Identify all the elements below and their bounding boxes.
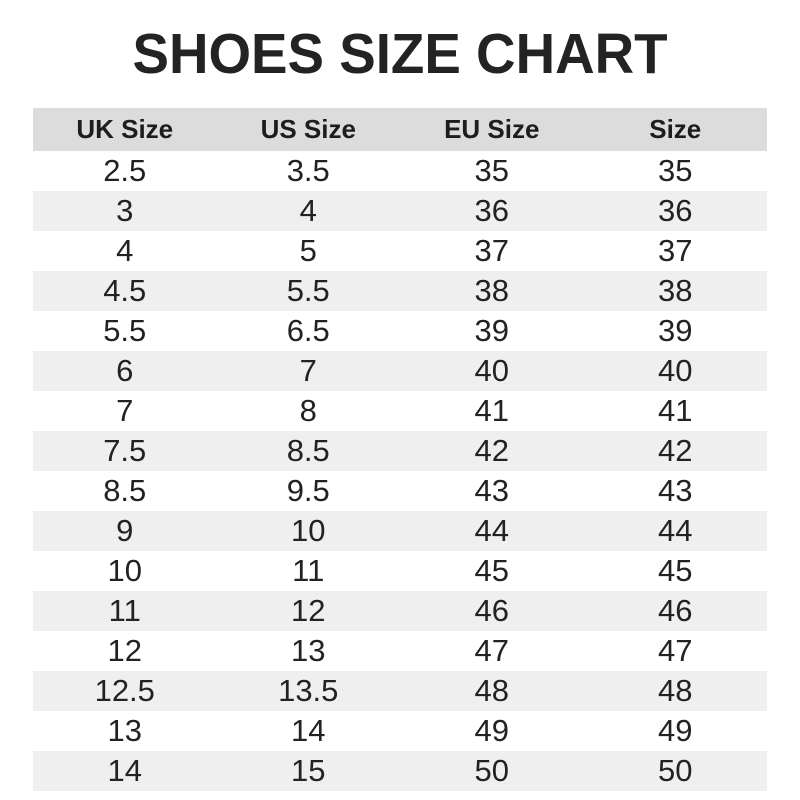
size-cell: 4 <box>116 233 134 268</box>
column-header-size: Size <box>583 108 767 151</box>
size-cell: 4.5 <box>103 273 147 308</box>
table-row: 7 8 41 41 <box>33 391 767 431</box>
page-title: SHOES SIZE CHART <box>132 22 668 86</box>
size-cell: 45 <box>474 553 509 588</box>
size-cell: 39 <box>658 313 693 348</box>
table-row: 13 14 49 49 <box>33 711 767 751</box>
size-cell: 5 <box>299 233 317 268</box>
table-row: 5.5 6.5 39 39 <box>33 311 767 351</box>
size-cell: 3.5 <box>286 153 330 188</box>
table-row: 10 11 45 45 <box>33 551 767 591</box>
size-cell: 36 <box>658 193 693 228</box>
size-cell: 12 <box>107 633 142 668</box>
size-cell: 35 <box>474 153 509 188</box>
size-cell: 41 <box>474 393 509 428</box>
size-cell: 7 <box>299 353 317 388</box>
size-cell: 15 <box>291 753 326 788</box>
size-cell: 14 <box>107 753 142 788</box>
size-cell: 13 <box>291 633 326 668</box>
table-row: 7.5 8.5 42 42 <box>33 431 767 471</box>
size-cell: 50 <box>658 753 693 788</box>
table-row: 6 7 40 40 <box>33 351 767 391</box>
size-cell: 40 <box>474 353 509 388</box>
size-cell: 5.5 <box>286 273 330 308</box>
size-cell: 11 <box>292 553 325 588</box>
size-cell: 8.5 <box>286 433 330 468</box>
size-cell: 12 <box>291 593 326 628</box>
size-cell: 37 <box>474 233 509 268</box>
size-cell: 43 <box>474 473 509 508</box>
table-header-row: UK Size US Size EU Size Size <box>33 108 767 151</box>
size-cell: 47 <box>474 633 509 668</box>
size-chart-table: UK Size US Size EU Size Size 2.5 3.5 35 35 3… <box>33 108 767 791</box>
size-cell: 35 <box>658 153 693 188</box>
size-cell: 41 <box>658 393 693 428</box>
size-cell: 39 <box>474 313 509 348</box>
size-cell: 44 <box>658 513 693 548</box>
table-row: 14 15 50 50 <box>33 751 767 791</box>
column-header-eu-size: EU Size <box>400 108 584 151</box>
size-cell: 10 <box>291 513 326 548</box>
table-row: 11 12 46 46 <box>33 591 767 631</box>
size-cell: 9.5 <box>286 473 330 508</box>
table-row: 8.5 9.5 43 43 <box>33 471 767 511</box>
size-cell: 49 <box>658 713 693 748</box>
table-row: 3 4 36 36 <box>33 191 767 231</box>
size-cell: 45 <box>658 553 693 588</box>
table-row: 12 13 47 47 <box>33 631 767 671</box>
size-cell: 7.5 <box>103 433 147 468</box>
size-cell: 3 <box>116 193 134 228</box>
size-cell: 46 <box>474 593 509 628</box>
size-cell: 44 <box>474 513 509 548</box>
table-header: UK Size US Size EU Size Size <box>33 108 767 151</box>
size-cell: 43 <box>658 473 693 508</box>
size-cell: 13 <box>107 713 142 748</box>
size-cell: 48 <box>658 673 693 708</box>
size-cell: 38 <box>658 273 693 308</box>
table-row: 2.5 3.5 35 35 <box>33 151 767 191</box>
size-cell: 4 <box>299 193 317 228</box>
size-table-body: 2.5 3.5 35 35 3 4 36 36 4 5 37 37 4.5 5.5 38 38 5.5 6.5 39… <box>33 151 767 791</box>
size-cell: 8.5 <box>103 473 147 508</box>
column-header-us-size: US Size <box>216 108 400 151</box>
size-cell: 40 <box>658 353 693 388</box>
table-row: 4.5 5.5 38 38 <box>33 271 767 311</box>
column-header-uk-size: UK Size <box>33 108 217 151</box>
size-cell: 8 <box>299 393 317 428</box>
size-cell: 5.5 <box>103 313 147 348</box>
size-cell: 37 <box>658 233 693 268</box>
table-row: 4 5 37 37 <box>33 231 767 271</box>
table-row: 12.5 13.5 48 48 <box>33 671 767 711</box>
size-cell: 6 <box>116 353 134 388</box>
size-cell: 49 <box>474 713 509 748</box>
size-cell: 47 <box>658 633 693 668</box>
size-cell: 7 <box>116 393 134 428</box>
size-cell: 36 <box>474 193 509 228</box>
size-cell: 14 <box>291 713 326 748</box>
size-cell: 11 <box>108 593 141 628</box>
size-cell: 9 <box>116 513 134 548</box>
table-row: 9 10 44 44 <box>33 511 767 551</box>
size-cell: 38 <box>474 273 509 308</box>
size-cell: 48 <box>474 673 509 708</box>
size-cell: 10 <box>107 553 142 588</box>
size-cell: 42 <box>474 433 509 468</box>
size-cell: 13.5 <box>278 673 339 708</box>
size-cell: 12.5 <box>94 673 155 708</box>
size-cell: 42 <box>658 433 693 468</box>
size-cell: 46 <box>658 593 693 628</box>
size-cell: 6.5 <box>286 313 330 348</box>
size-cell: 2.5 <box>103 153 147 188</box>
size-cell: 50 <box>474 753 509 788</box>
